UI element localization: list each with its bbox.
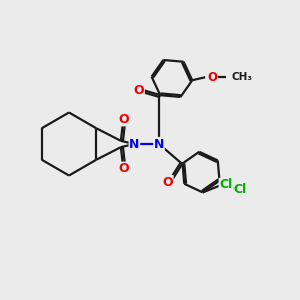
Text: CH₃: CH₃ bbox=[232, 72, 253, 82]
Text: O: O bbox=[162, 176, 173, 189]
Text: N: N bbox=[154, 137, 164, 151]
Text: O: O bbox=[207, 71, 217, 84]
Text: Cl: Cl bbox=[234, 183, 247, 196]
Text: O: O bbox=[118, 162, 129, 175]
Text: O: O bbox=[134, 83, 144, 97]
Text: Cl: Cl bbox=[219, 178, 232, 191]
Text: O: O bbox=[118, 113, 129, 126]
Text: N: N bbox=[129, 137, 140, 151]
